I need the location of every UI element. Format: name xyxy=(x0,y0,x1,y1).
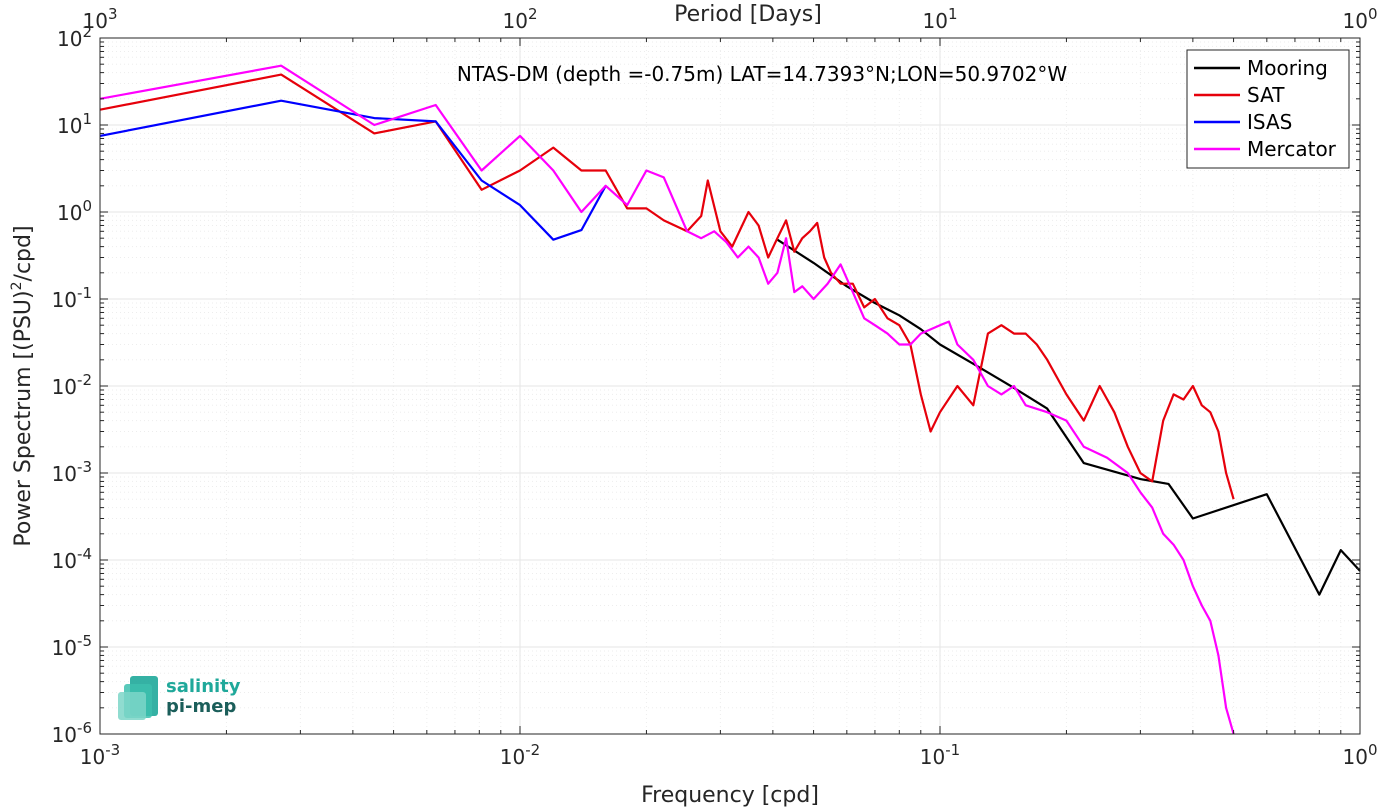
x-tick-label: 10-2 xyxy=(500,741,540,769)
x-tick-label: 10-1 xyxy=(920,741,960,769)
y-tick-label: 10-6 xyxy=(52,719,92,747)
y-tick-label: 10-3 xyxy=(52,458,92,486)
y-axis-title-main: Power Spectrum [(PSU) xyxy=(11,290,36,546)
legend-label-mercator: Mercator xyxy=(1247,137,1337,161)
y-axis-title-sup: 2 xyxy=(9,281,25,290)
logo-waves-icon xyxy=(118,676,158,720)
x-tick-label: 100 xyxy=(1343,741,1378,769)
y-tick-label: 101 xyxy=(57,110,92,138)
legend-label-mooring: Mooring xyxy=(1247,56,1328,80)
y-tick-label: 102 xyxy=(57,23,92,51)
legend-label-sat: SAT xyxy=(1247,83,1285,107)
legend: Mooring SAT ISAS Mercator xyxy=(1186,49,1350,169)
y-axis-title-end: /cpd] xyxy=(11,225,36,281)
top-tick-label: 102 xyxy=(503,5,538,33)
logo-text-line1: salinity xyxy=(166,676,241,697)
x-axis-title: Frequency [cpd] xyxy=(641,783,819,808)
y-tick-label: 10-4 xyxy=(52,545,92,573)
y-tick-label: 100 xyxy=(57,197,92,225)
top-tick-label: 100 xyxy=(1343,5,1378,33)
series-line-mercator xyxy=(99,64,1235,735)
x-tick-label: 10-3 xyxy=(80,741,120,769)
series-layer xyxy=(99,64,1361,735)
y-tick-label: 10-5 xyxy=(52,632,92,660)
y-tick-label: 10-1 xyxy=(52,284,92,312)
top-tick-label: 101 xyxy=(923,5,958,33)
y-axis-title: Power Spectrum [(PSU)2/cpd] xyxy=(9,225,36,546)
top-axis-title: Period [Days] xyxy=(674,2,822,27)
grid xyxy=(99,38,1360,735)
series-line-sat xyxy=(99,73,1235,500)
series-line-mooring xyxy=(776,238,1361,596)
series-line-isas xyxy=(99,99,607,241)
chart-title: NTAS-DM (depth =-0.75m) LAT=14.7393°N;LO… xyxy=(457,62,1067,86)
logo-text-line2: pi-mep xyxy=(166,696,236,717)
salinity-pi-mep-logo: salinity pi-mep xyxy=(118,676,241,720)
top-tick-label: 103 xyxy=(83,5,118,33)
y-tick-label: 10-2 xyxy=(52,371,92,399)
legend-label-isas: ISAS xyxy=(1247,110,1292,134)
